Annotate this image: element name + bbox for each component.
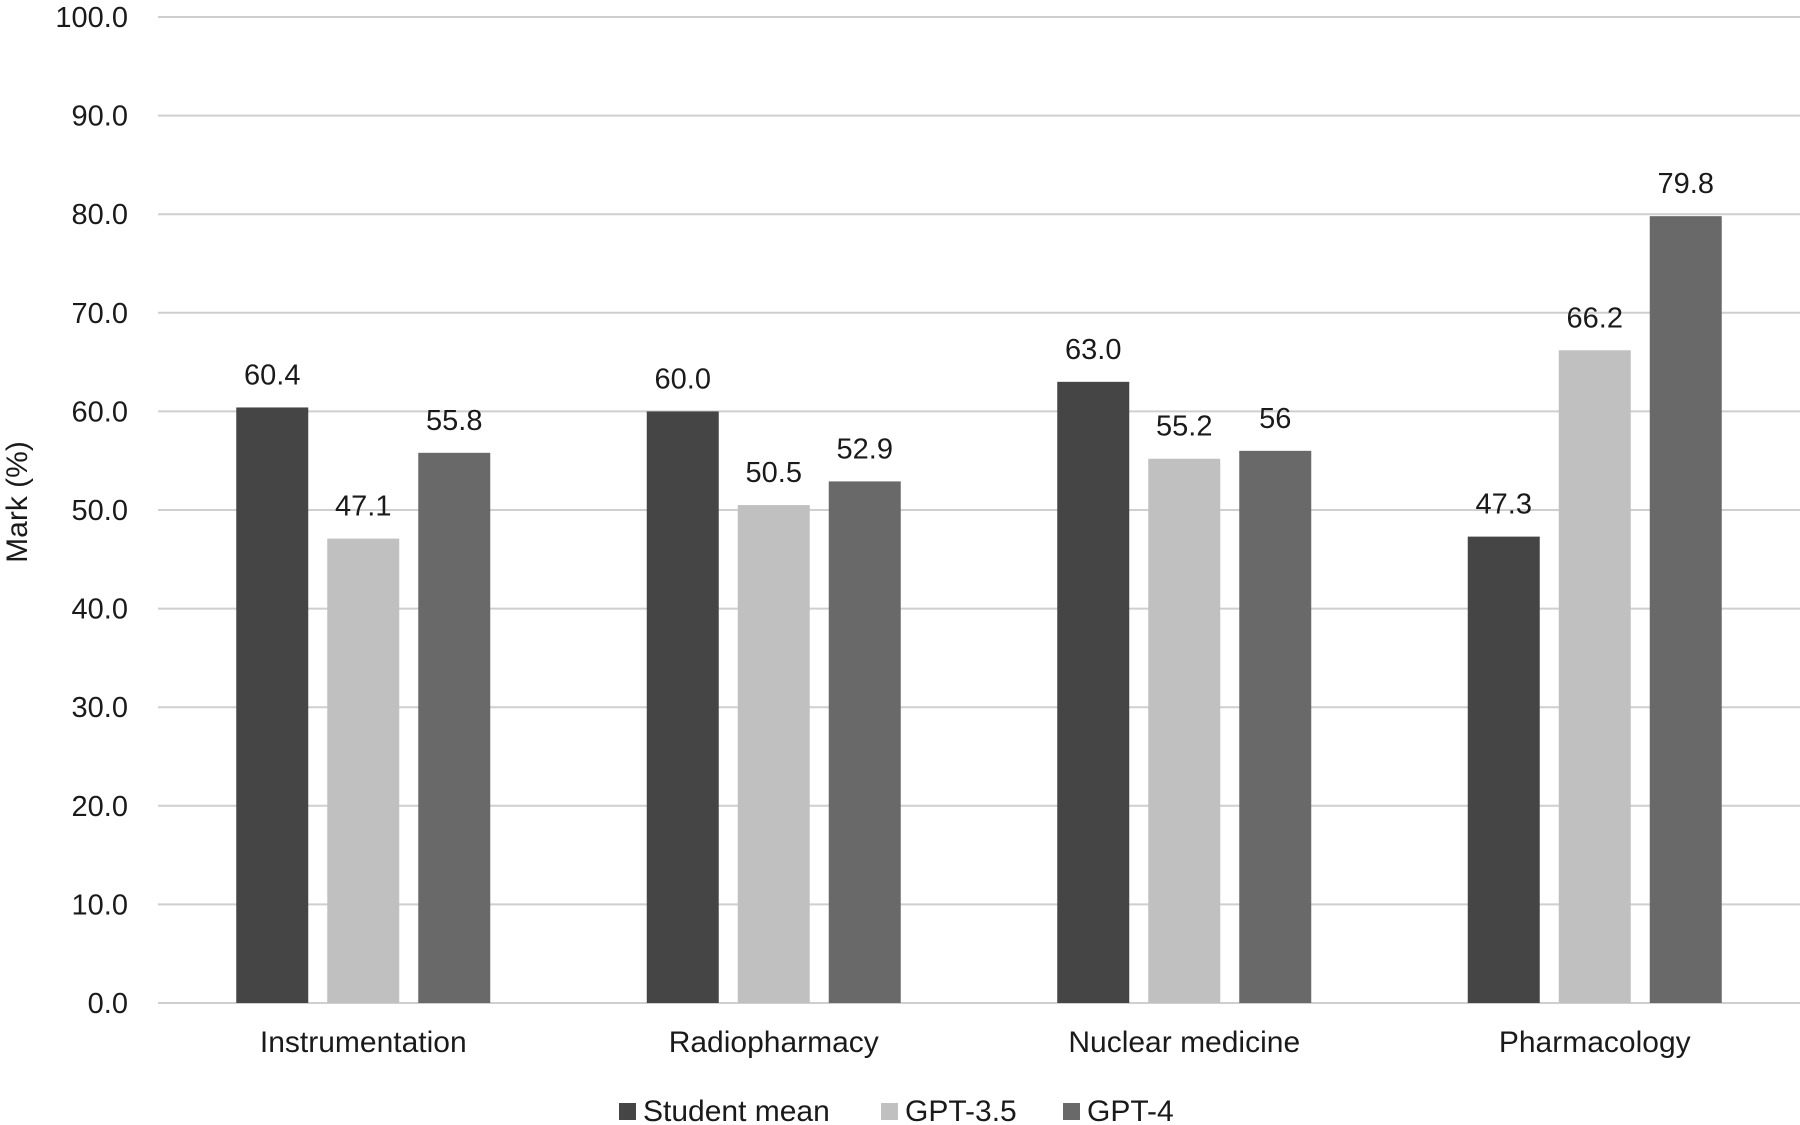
bar xyxy=(1467,536,1540,1003)
x-tick-label: Radiopharmacy xyxy=(669,1026,879,1059)
y-tick-label: 40.0 xyxy=(72,594,128,626)
y-tick-label: 50.0 xyxy=(72,495,128,527)
bar xyxy=(646,411,719,1003)
legend-swatch xyxy=(1063,1103,1080,1120)
y-tick-label: 100.0 xyxy=(55,2,128,34)
legend-item: GPT-4 xyxy=(1063,1095,1174,1125)
data-label: 63.0 xyxy=(1065,334,1121,366)
y-axis-label: Mark (%) xyxy=(1,441,34,563)
x-tick-label: Nuclear medicine xyxy=(1068,1026,1300,1059)
bars xyxy=(236,216,1722,1004)
bar xyxy=(236,407,309,1003)
legend-item: Student mean xyxy=(619,1095,830,1125)
legend-label: GPT-4 xyxy=(1087,1095,1174,1125)
bar xyxy=(1057,381,1130,1003)
bar xyxy=(1239,450,1312,1004)
data-labels: 60.4 47.1 55.8 60.0 50.5 52.9 63.0 55.2 56 47.3 66… xyxy=(244,168,1714,522)
x-tick-label: Instrumentation xyxy=(260,1026,467,1059)
y-tick-label: 10.0 xyxy=(72,889,128,921)
data-label: 47.3 xyxy=(1476,489,1532,521)
bar xyxy=(1148,458,1221,1003)
y-tick-label: 90.0 xyxy=(72,101,128,133)
legend-item: GPT-3.5 xyxy=(881,1095,1017,1125)
data-label: 66.2 xyxy=(1567,302,1623,334)
y-tick-label: 80.0 xyxy=(72,199,128,231)
data-label: 55.2 xyxy=(1156,411,1212,443)
data-label: 50.5 xyxy=(746,457,802,489)
y-tick-label: 0.0 xyxy=(88,988,128,1020)
data-label: 79.8 xyxy=(1658,168,1714,200)
legend-swatch xyxy=(619,1103,636,1120)
legend: Student mean GPT-3.5 GPT-4 xyxy=(619,1095,1174,1125)
data-label: 60.4 xyxy=(244,359,300,391)
y-axis-ticks: 0.0 10.0 20.0 30.0 40.0 50.0 60.0 70.0 80.0 90.0 1… xyxy=(55,2,128,1020)
data-label: 47.1 xyxy=(335,491,391,523)
bar xyxy=(1558,350,1631,1003)
gridlines xyxy=(158,16,1800,1004)
data-label: 60.0 xyxy=(655,363,711,395)
y-tick-label: 20.0 xyxy=(72,791,128,823)
bar xyxy=(418,452,491,1003)
y-tick-label: 30.0 xyxy=(72,692,128,724)
bar xyxy=(327,538,400,1003)
bar xyxy=(737,505,810,1003)
y-tick-label: 70.0 xyxy=(72,298,128,330)
data-label: 56 xyxy=(1259,403,1291,435)
bar xyxy=(1649,216,1722,1003)
legend-label: GPT-3.5 xyxy=(905,1095,1017,1125)
x-tick-label: Pharmacology xyxy=(1499,1026,1691,1059)
data-label: 55.8 xyxy=(426,405,482,437)
data-label: 52.9 xyxy=(837,433,893,465)
y-tick-label: 60.0 xyxy=(72,396,128,428)
x-axis-categories: Instrumentation Radiopharmacy Nuclear medi… xyxy=(260,1026,1691,1059)
bar xyxy=(828,481,901,1003)
legend-swatch xyxy=(881,1103,898,1120)
legend-label: Student mean xyxy=(643,1095,830,1125)
